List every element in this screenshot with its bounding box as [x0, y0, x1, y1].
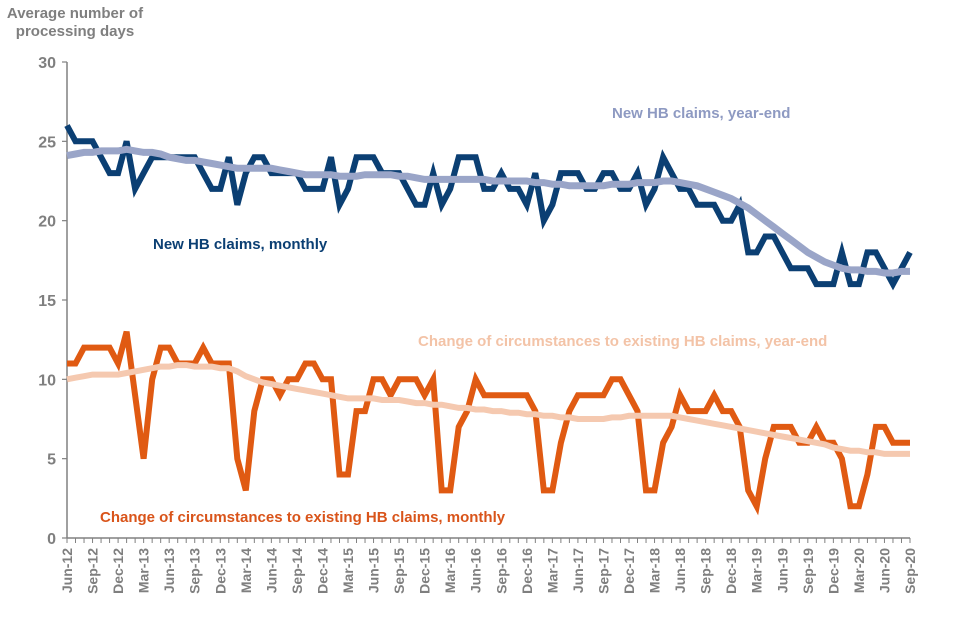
x-tick-label: Mar-15	[340, 548, 356, 593]
annotation-new-yearend: New HB claims, year-end	[612, 105, 790, 122]
annotation-coc-monthly: Change of circumstances to existing HB c…	[100, 509, 506, 526]
x-tick-label: Sep-17	[595, 548, 611, 594]
x-tick-label: Dec-15	[417, 548, 433, 594]
y-axis-title: Average number of processing days	[0, 5, 150, 41]
x-tick-label: Jun-16	[468, 548, 484, 593]
x-tick-label: Jun-17	[570, 548, 586, 593]
x-tick-label: Sep-20	[902, 548, 918, 594]
x-tick-label: Jun-19	[774, 548, 790, 593]
x-tick-label: Mar-17	[544, 548, 560, 593]
x-tick-label: Mar-19	[749, 548, 765, 593]
x-tick-label: Sep-14	[289, 548, 305, 594]
x-tick-label: Dec-12	[110, 548, 126, 594]
x-tick-label: Sep-12	[85, 548, 101, 594]
y-axis-title-line2: processing days	[15, 23, 135, 40]
series-coc-monthly	[67, 330, 910, 516]
x-tick-label: Jun-20	[876, 548, 892, 593]
axes: 0 5 10 15 20 25 30 Jun-12 Sep-12 Dec-12 Mar-13 Jun-…	[38, 55, 918, 594]
series-new-yearend	[66, 145, 910, 277]
y-tick-label: 5	[47, 452, 56, 469]
x-tick-label: Jun-14	[263, 548, 279, 593]
x-tick-label: Dec-17	[621, 548, 637, 594]
y-tick-label: 15	[38, 293, 56, 310]
y-tick-label: 0	[47, 531, 56, 548]
x-tick-label: Dec-13	[212, 548, 228, 594]
x-tick-label: Jun-15	[366, 548, 382, 593]
x-tick-label: Sep-18	[698, 548, 714, 594]
x-tick-label: Sep-19	[800, 548, 816, 594]
y-tick-label: 10	[38, 372, 56, 389]
x-tick-label: Mar-14	[238, 548, 254, 593]
annotation-coc-yearend: Change of circumstances to existing HB c…	[418, 333, 827, 350]
y-tick-label: 30	[38, 55, 56, 72]
x-tick-label: Mar-18	[647, 548, 663, 593]
annotations: New HB claims, year-end New HB claims, m…	[100, 105, 827, 526]
x-tick-label: Mar-20	[851, 548, 867, 593]
x-tick-label: Mar-16	[442, 548, 458, 593]
x-tick-label: Jun-18	[672, 548, 688, 593]
annotation-new-monthly: New HB claims, monthly	[153, 236, 328, 253]
series-new-monthly	[64, 124, 913, 291]
y-tick-label: 20	[38, 214, 56, 231]
series-lines	[64, 124, 913, 516]
y-tick-label: 25	[38, 134, 56, 151]
series-coc-yearend	[66, 362, 910, 457]
x-tick-label: Jun-13	[161, 548, 177, 593]
x-tick-label: Dec-16	[519, 548, 535, 594]
y-axis-title-line1: Average number of	[6, 5, 144, 22]
x-tick-label: Mar-13	[136, 548, 152, 593]
x-tick-label: Dec-14	[314, 548, 330, 594]
x-tick-label: Dec-18	[723, 548, 739, 594]
x-tick-label: Sep-16	[493, 548, 509, 594]
x-tick-label: Jun-12	[59, 548, 75, 593]
x-tick-label: Dec-19	[825, 548, 841, 594]
x-tick-label: Sep-15	[391, 548, 407, 594]
x-tick-label: Sep-13	[187, 548, 203, 594]
